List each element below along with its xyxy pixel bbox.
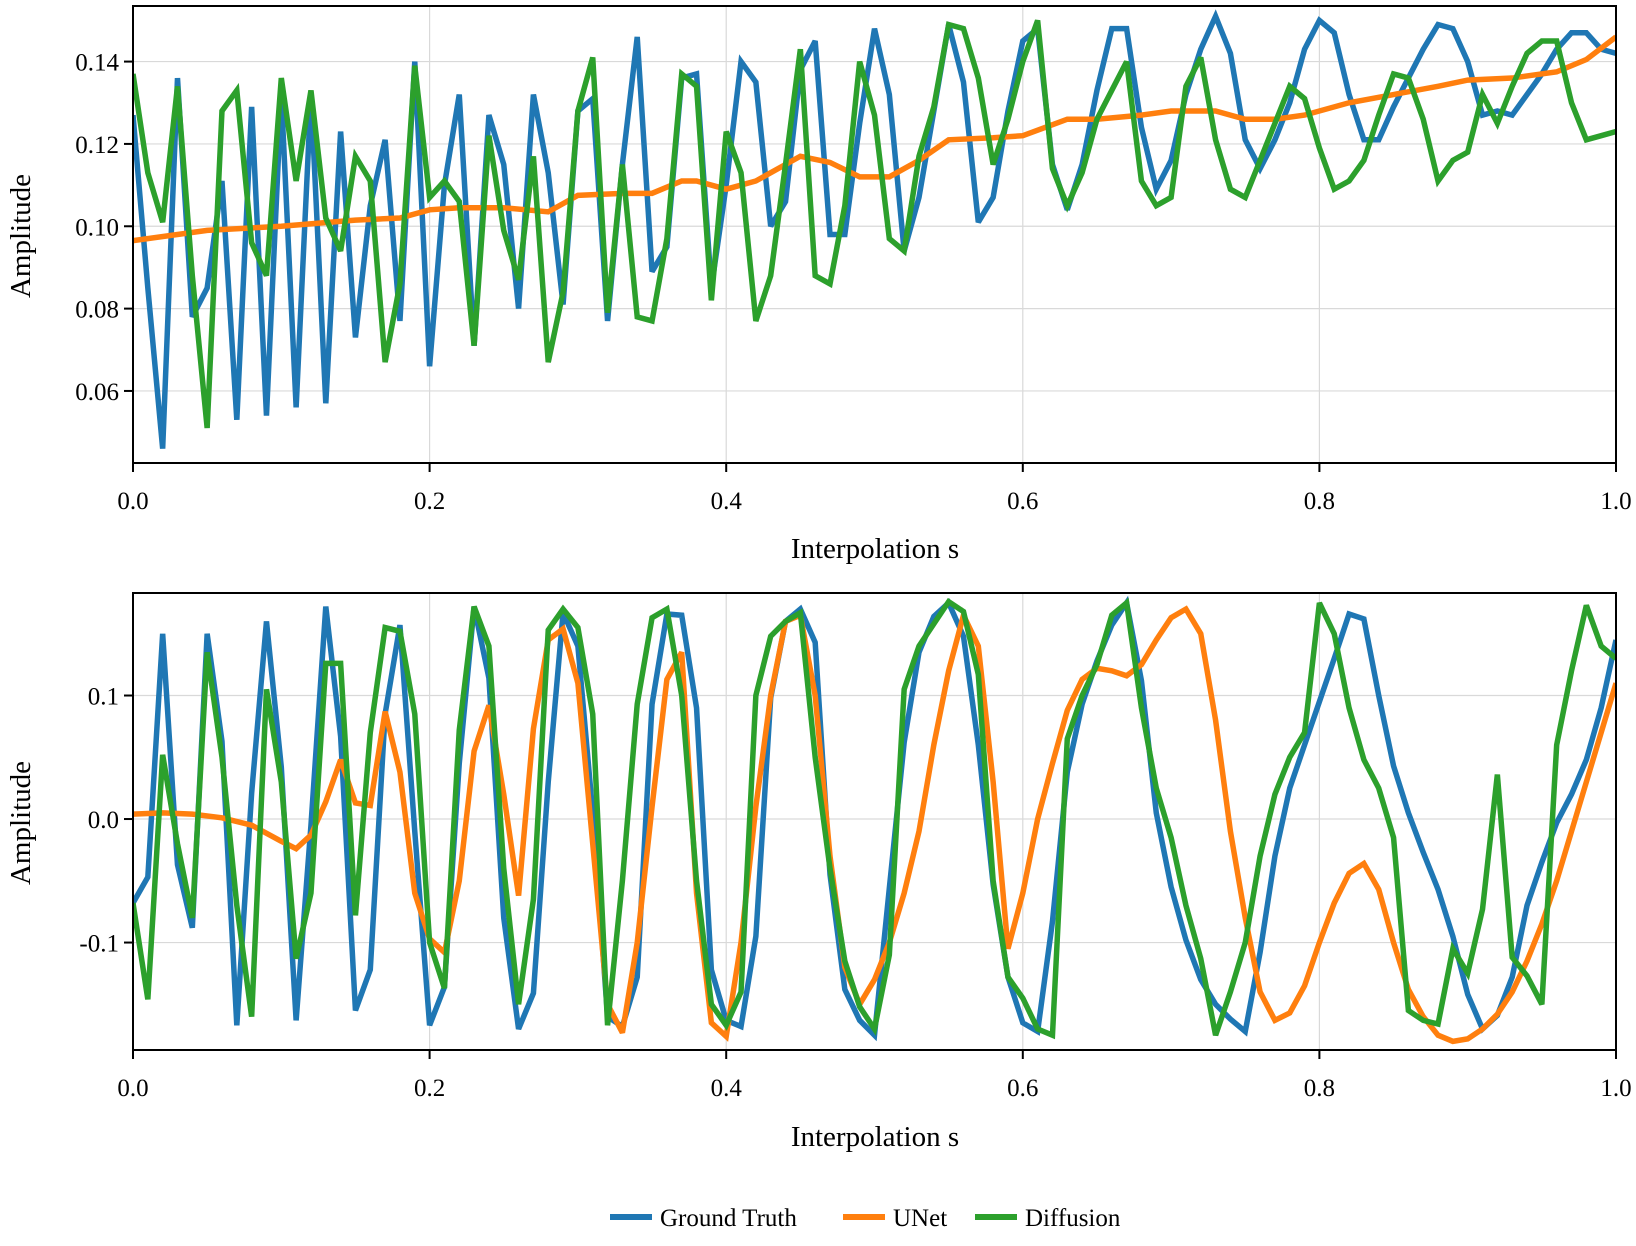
bottom-axes-spines xyxy=(132,592,1617,1051)
bottom-x-tick-label: 1.0 xyxy=(1600,1075,1631,1102)
top-x-tick-label: 1.0 xyxy=(1600,488,1631,515)
top-x-tick-label: 0.4 xyxy=(711,488,743,515)
top-y-axis-label: Amplitude xyxy=(5,174,37,298)
bottom-axes-frame xyxy=(132,592,1617,1051)
legend-label-diffusion: Diffusion xyxy=(1025,1205,1121,1232)
bottom-x-tick-label: 0.6 xyxy=(1007,1075,1038,1102)
top-axes-frame xyxy=(132,5,1617,464)
bottom-series-diffusion-line xyxy=(133,597,1616,1040)
bottom-y-tick-label: 0.1 xyxy=(88,684,119,711)
bottom-series-unet-line xyxy=(133,605,1616,1045)
legend-label-unet: UNet xyxy=(893,1205,947,1232)
top-y-tick-label: 0.12 xyxy=(75,132,119,159)
top-axes-spines xyxy=(132,5,1617,464)
top-series-group xyxy=(133,9,1616,449)
bottom-y-axis-label: Amplitude xyxy=(5,761,37,885)
bottom-series-ground-truth-line xyxy=(133,595,1616,1042)
top-y-tick-label: 0.10 xyxy=(75,214,119,241)
legend-label-ground-truth: Ground Truth xyxy=(660,1205,797,1232)
bottom-chart-panel: 0.0 0.2 0.4 0.6 0.8 1.0 -0.1 0.0 0.1 Interpolati… xyxy=(5,592,1632,1153)
top-x-tick-label: 0.6 xyxy=(1007,488,1038,515)
top-chart-panel: 0.0 0.2 0.4 0.6 0.8 1.0 0.06 0.08 0.10 0.12 0.14 I… xyxy=(5,5,1632,565)
top-x-tick-label: 0.2 xyxy=(414,488,445,515)
bottom-ticks: 0.0 0.2 0.4 0.6 0.8 1.0 -0.1 0.0 0.1 xyxy=(79,684,1631,1102)
top-series-diffusion-line xyxy=(133,19,1616,429)
bottom-y-tick-label: -0.1 xyxy=(79,931,119,958)
top-x-tick-label: 0.0 xyxy=(117,488,148,515)
bottom-y-tick-label: 0.0 xyxy=(88,807,119,834)
bottom-x-tick-label: 0.0 xyxy=(117,1075,148,1102)
bottom-series-group xyxy=(133,595,1616,1045)
legend: Ground Truth UNet Diffusion xyxy=(610,1205,1121,1232)
top-x-tick-label: 0.8 xyxy=(1304,488,1335,515)
bottom-grid xyxy=(132,593,1617,1050)
top-plot-area xyxy=(133,9,1616,449)
bottom-x-tick-label: 0.2 xyxy=(414,1075,445,1102)
bottom-x-tick-label: 0.8 xyxy=(1304,1075,1335,1102)
top-y-tick-label: 0.14 xyxy=(75,50,119,77)
bottom-plot-area xyxy=(133,595,1616,1045)
top-y-tick-label: 0.06 xyxy=(75,379,119,406)
top-y-tick-label: 0.08 xyxy=(75,297,119,324)
top-x-axis-label: Interpolation s xyxy=(791,533,959,565)
top-ticks: 0.0 0.2 0.4 0.6 0.8 1.0 0.06 0.08 0.10 0.12 0.14 xyxy=(75,50,1631,515)
bottom-x-tick-label: 0.4 xyxy=(711,1075,743,1102)
bottom-x-axis-label: Interpolation s xyxy=(791,1121,959,1153)
